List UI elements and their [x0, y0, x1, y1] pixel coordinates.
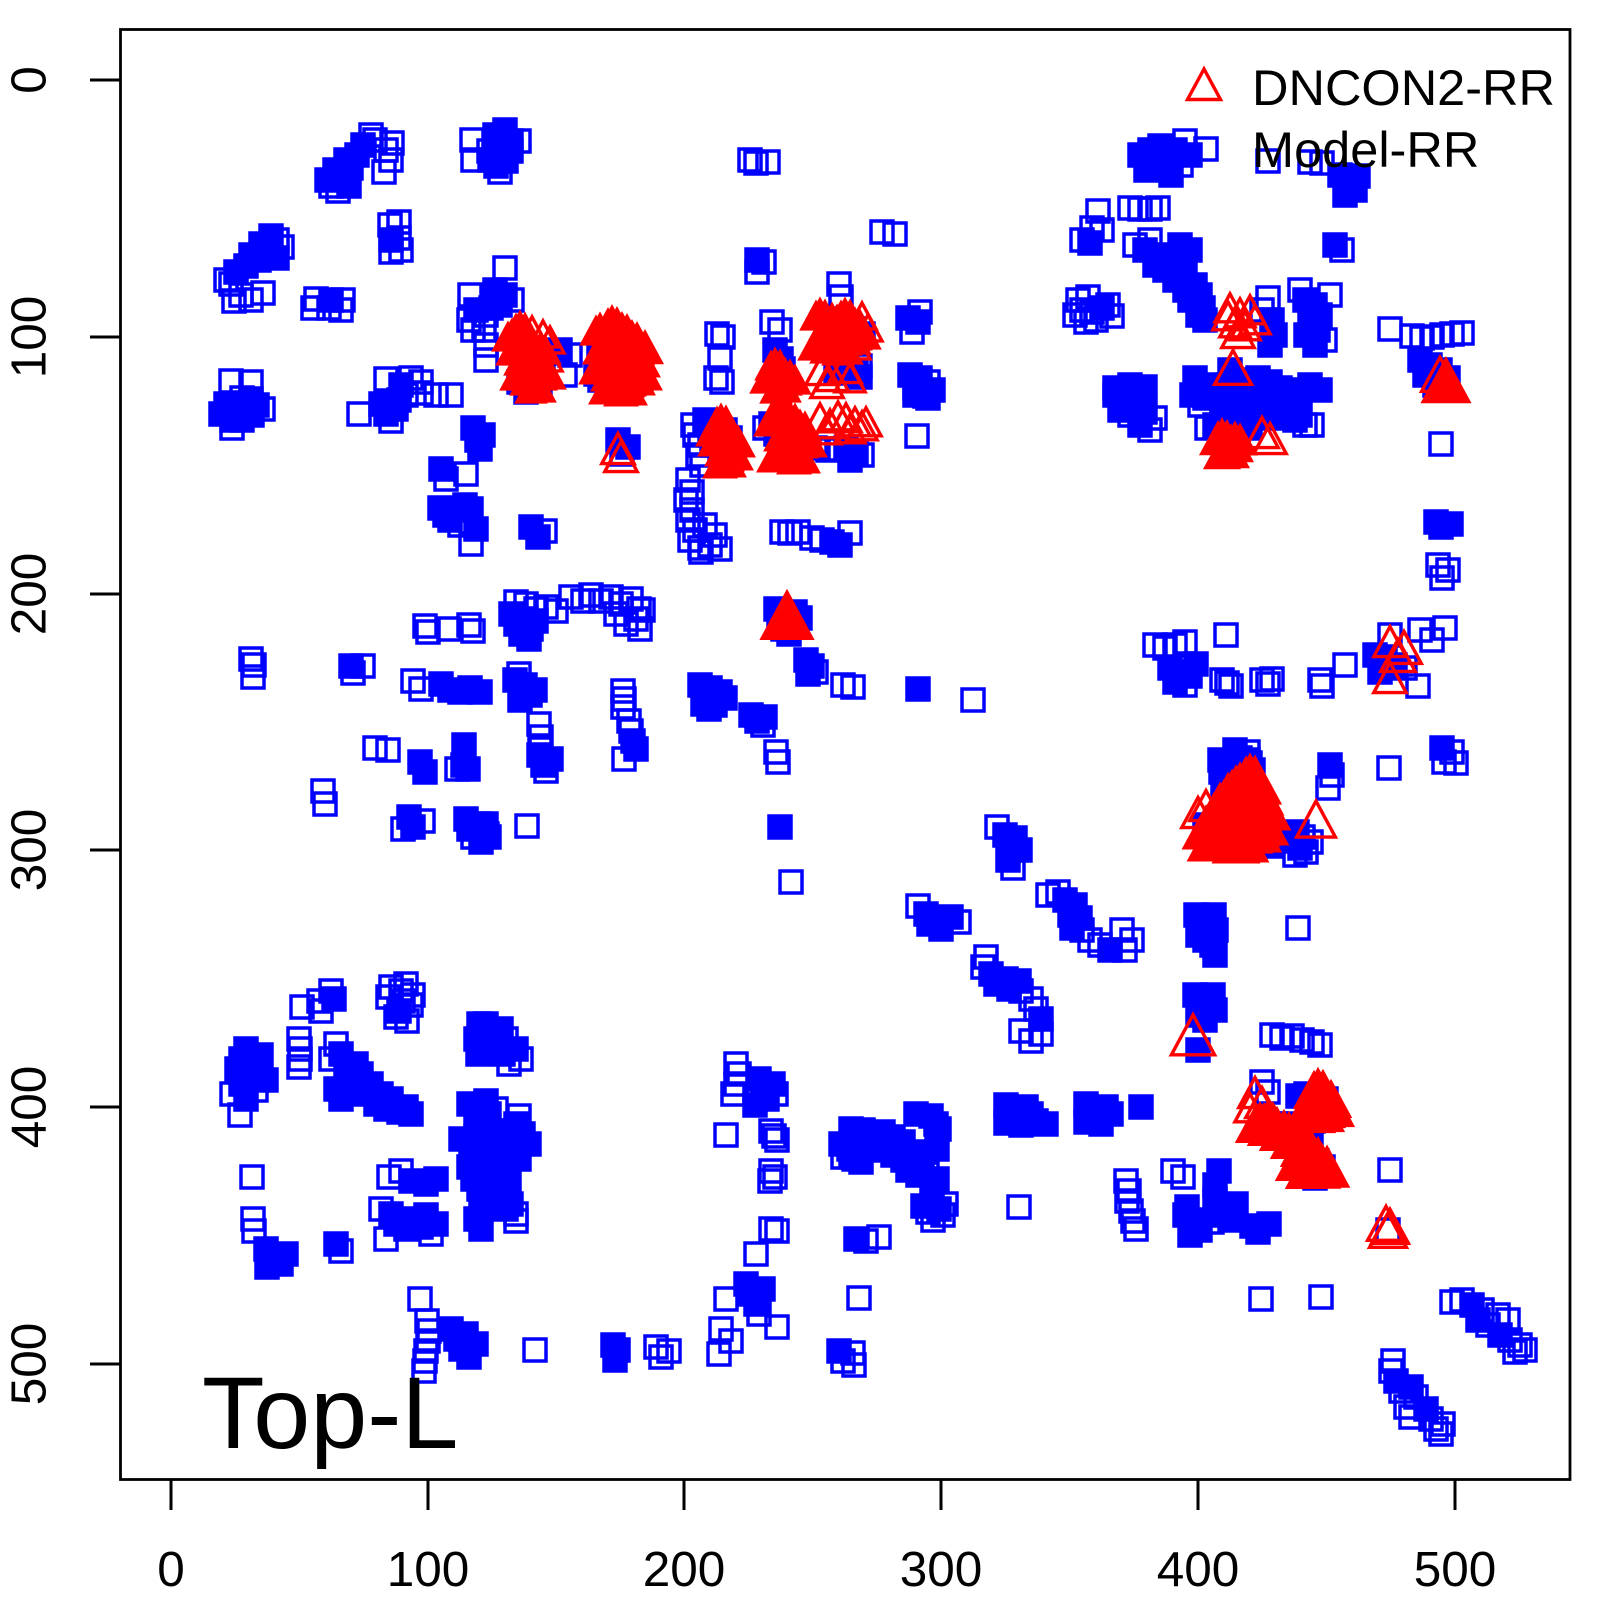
- svg-text:200: 200: [2, 553, 57, 636]
- svg-text:Model-RR: Model-RR: [1252, 121, 1479, 178]
- svg-text:0: 0: [2, 66, 57, 94]
- svg-text:500: 500: [2, 1323, 57, 1406]
- svg-text:300: 300: [2, 809, 57, 892]
- svg-text:400: 400: [2, 1066, 57, 1149]
- svg-text:400: 400: [1157, 1542, 1240, 1597]
- svg-text:300: 300: [900, 1542, 983, 1597]
- svg-text:Top-L: Top-L: [202, 1355, 458, 1470]
- svg-text:100: 100: [2, 296, 57, 379]
- svg-text:0: 0: [157, 1542, 185, 1597]
- svg-text:100: 100: [387, 1542, 470, 1597]
- svg-text:DNCON2-RR: DNCON2-RR: [1252, 59, 1555, 116]
- svg-text:500: 500: [1414, 1542, 1497, 1597]
- svg-text:200: 200: [643, 1542, 726, 1597]
